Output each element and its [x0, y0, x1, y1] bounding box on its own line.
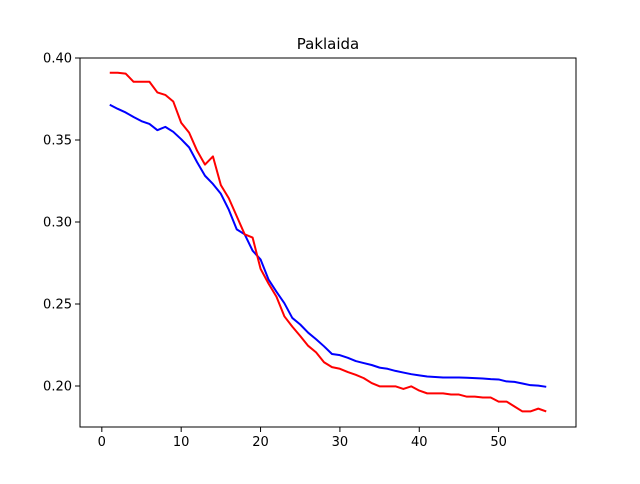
x-tick-label: 30	[332, 435, 349, 450]
y-tick-label: 0.35	[43, 134, 72, 149]
y-tick-label: 0.25	[43, 298, 72, 313]
x-tick-label: 50	[490, 435, 507, 450]
chart-title: Paklaida	[297, 35, 360, 53]
x-tick-label: 10	[173, 435, 190, 450]
series-line-2	[109, 71, 547, 413]
plot-area: 0 10 20 30 40 50 0.20 0.25 0.30 0.35 0.40	[43, 52, 577, 450]
x-tick-label: 0	[98, 435, 106, 450]
y-tick-label: 0.40	[43, 52, 72, 67]
x-tick-label: 40	[411, 435, 428, 450]
axes-frame	[79, 57, 577, 428]
y-tick-label: 0.20	[43, 380, 72, 395]
series-line-1	[109, 103, 547, 388]
x-tick-label: 20	[252, 435, 269, 450]
y-tick-label: 0.30	[43, 216, 72, 231]
